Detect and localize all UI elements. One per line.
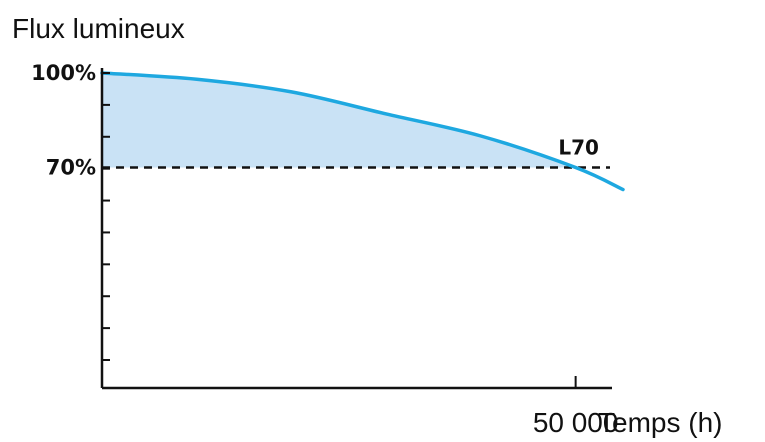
threshold-label: L70 [558,136,599,160]
x-tick-label: 50 000 [533,407,619,438]
y-axis-title: Flux lumineux [12,13,185,44]
y-tick-label: 100% [31,61,96,85]
shaded-area [102,73,576,168]
plot-area: 100% 70% 50 000 L70 [31,61,625,438]
series-line [100,71,625,192]
y-tick-label: 70% [46,156,96,180]
x-axis-title: Temps (h) [598,407,722,438]
